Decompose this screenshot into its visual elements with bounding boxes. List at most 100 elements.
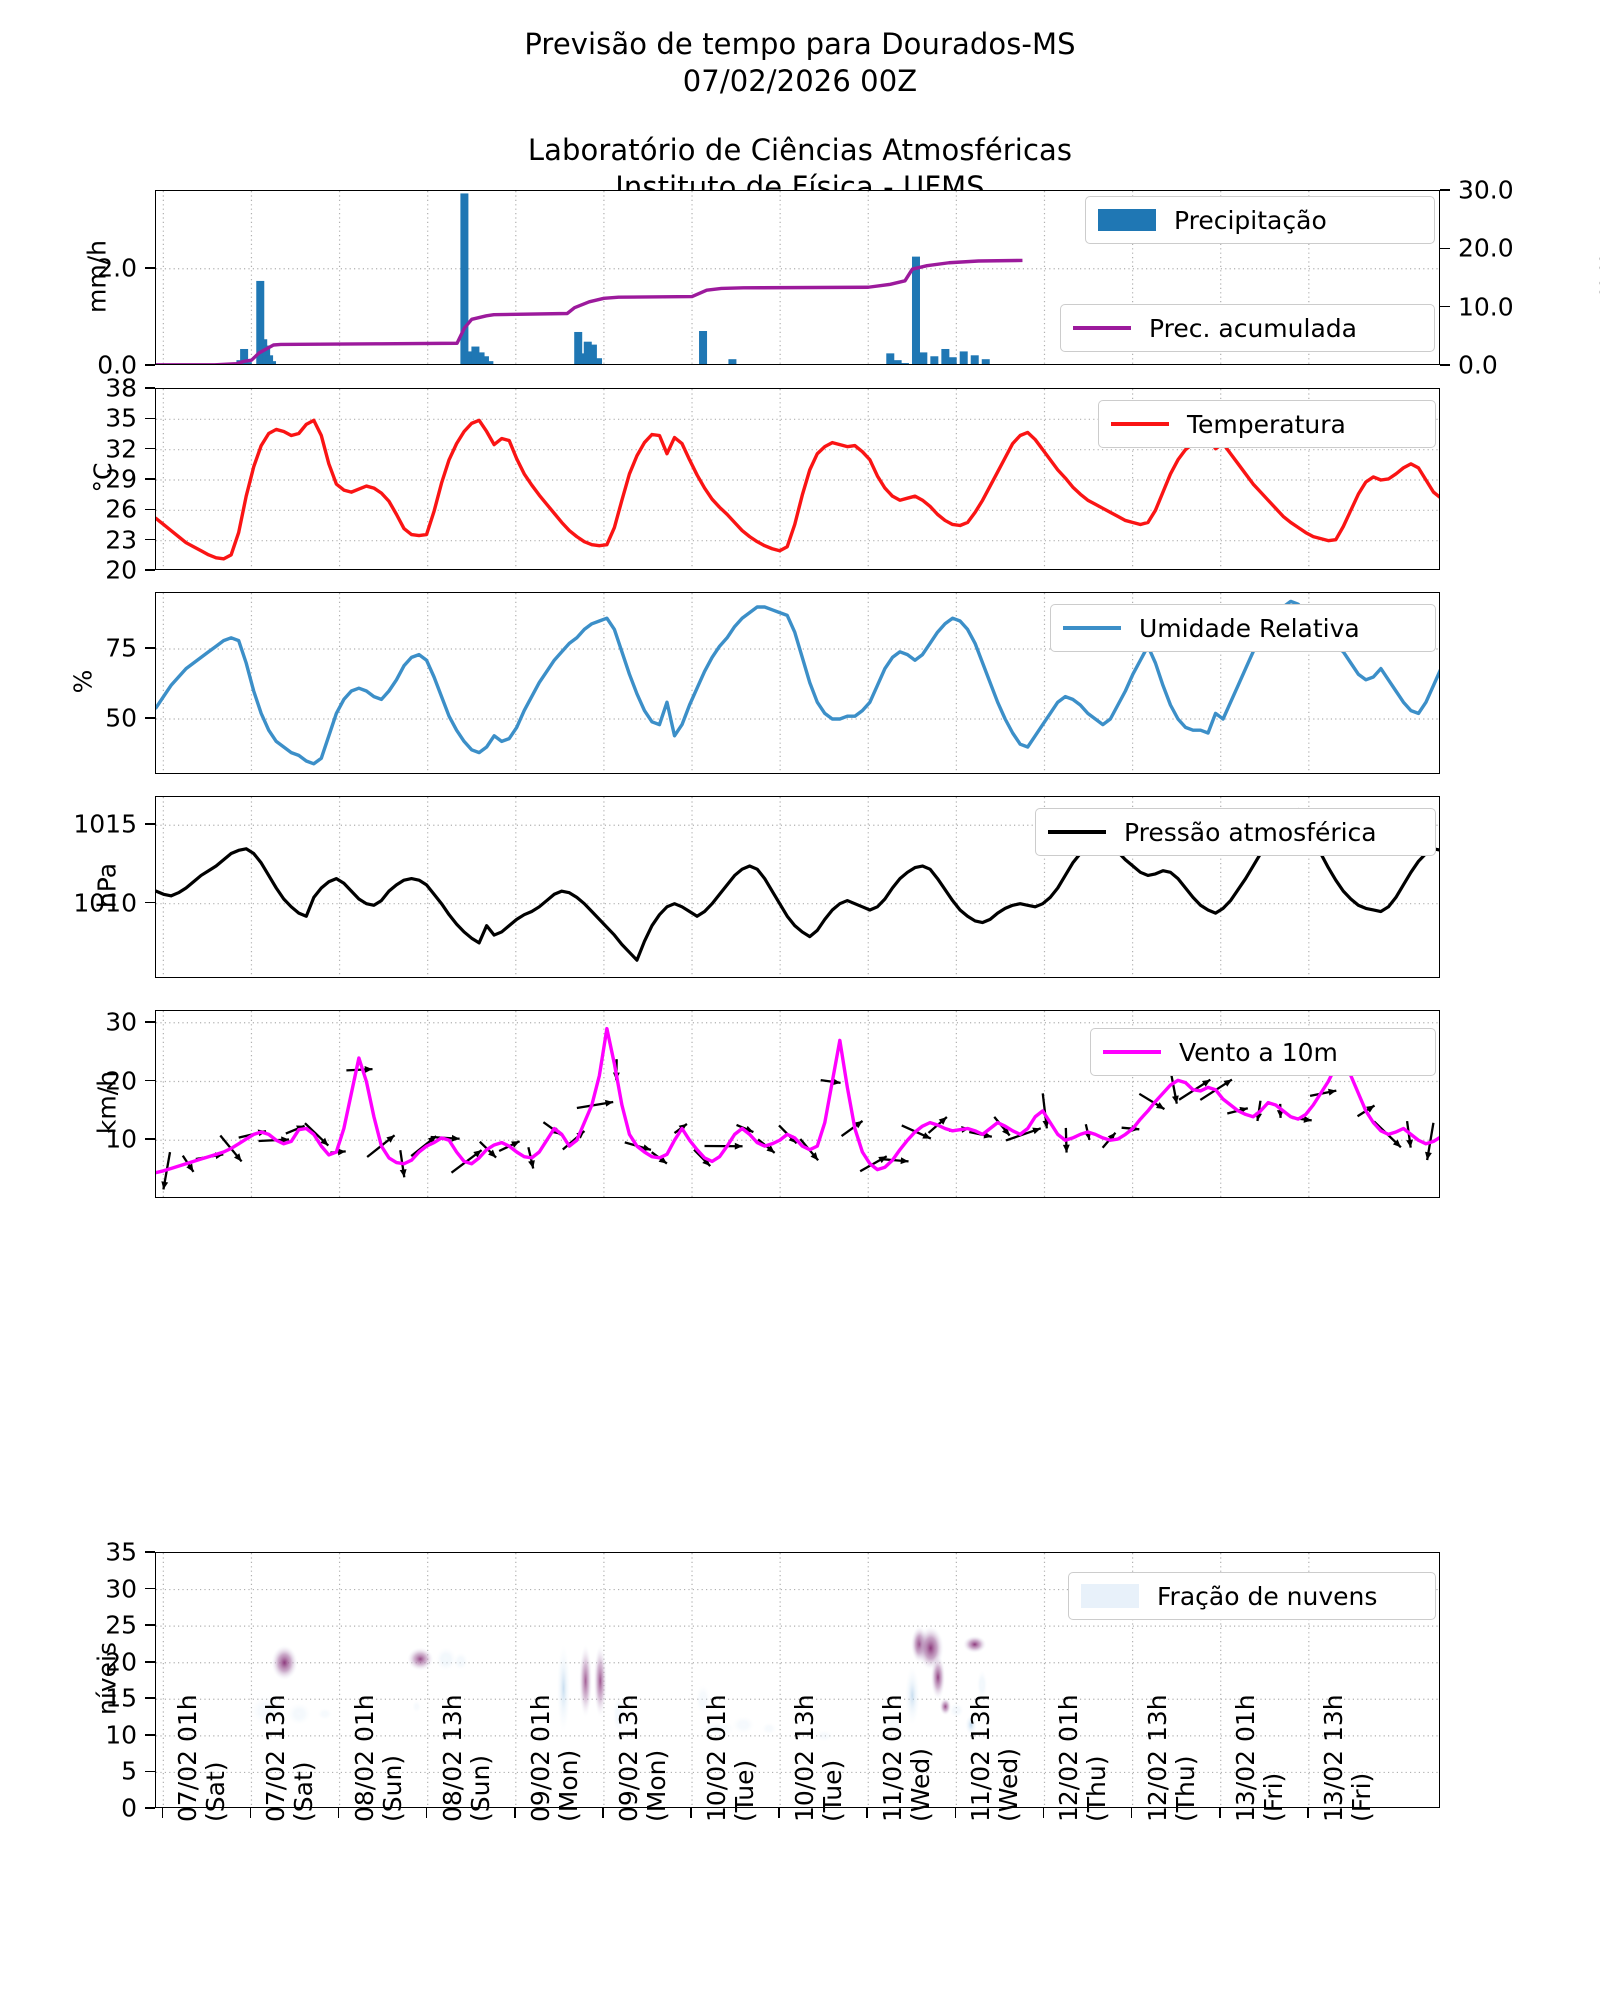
legend-temperature: Temperatura [1098, 400, 1436, 448]
x-tick-label: 07/02 13h (Sat) [261, 1694, 319, 1822]
y-tick-label: 75 [105, 633, 137, 663]
y-tick-mark [145, 1697, 155, 1700]
x-tick-label: 09/02 13h (Mon) [613, 1694, 671, 1822]
x-tick-label: 11/02 01h (Wed) [878, 1694, 936, 1822]
y-tick-mark-right [1440, 305, 1450, 308]
wind-plot [156, 1011, 1439, 1197]
y-tick-label: 26 [105, 494, 137, 524]
y-tick-mark-right [1440, 364, 1450, 366]
x-tick-label: 09/02 01h (Mon) [525, 1694, 583, 1822]
title-line-location: Previsão de tempo para Dourados-MS [524, 27, 1076, 61]
y-tick-label: 20 [105, 1647, 137, 1677]
legend-line-swatch [1111, 422, 1169, 426]
x-tick-mark [602, 1808, 604, 1818]
legend-precipitation: Precipitação [1085, 196, 1435, 244]
y-tick-mark [145, 387, 155, 389]
y-tick-label: 1015 [73, 809, 137, 839]
y-tick-mark [145, 1587, 155, 1590]
legend-precipitation: Prec. acumulada [1060, 304, 1435, 352]
y-tick-mark [145, 508, 155, 511]
y-axis-label: °C [88, 462, 118, 493]
y-tick-label: 20 [105, 1066, 137, 1095]
x-tick-mark [1218, 1808, 1221, 1818]
y-tick-label: 10 [105, 1124, 137, 1154]
y-tick-label: 15 [105, 1683, 137, 1713]
legend-relative_humidity: Umidade Relativa [1050, 604, 1436, 652]
y-tick-label-right: 30.0 [1458, 175, 1514, 205]
y-tick-label: 20 [105, 555, 137, 585]
y-axis-label: hPa [92, 862, 122, 909]
x-tick-mark [337, 1808, 340, 1818]
y-tick-label: 29 [105, 464, 137, 494]
x-tick-label: 12/02 01h (Thu) [1054, 1694, 1112, 1822]
y-tick-mark [145, 538, 155, 541]
y-axis-label: % [68, 669, 98, 694]
y-tick-label: 0.0 [97, 350, 137, 380]
y-tick-label: 25 [105, 1610, 137, 1640]
y-tick-label: 32 [105, 434, 137, 464]
x-tick-mark [1042, 1808, 1045, 1818]
x-tick-label: 07/02 01h (Sat) [173, 1694, 231, 1822]
y-tick-mark-right [1440, 247, 1450, 250]
legend-pressure: Pressão atmosférica [1035, 808, 1436, 856]
legend-wind_10m: Vento a 10m [1090, 1028, 1436, 1076]
y-tick-label: 23 [105, 525, 137, 555]
x-tick-mark [690, 1808, 692, 1818]
y-tick-mark-right [1440, 189, 1450, 191]
y-tick-label-right: 0.0 [1458, 350, 1498, 380]
y-tick-label: 10 [105, 1720, 137, 1750]
x-tick-mark [778, 1808, 780, 1818]
title-line-runtime: 07/02/2026 00Z [682, 64, 918, 98]
y-axis-label: níveis [92, 1642, 122, 1715]
x-tick-mark [425, 1808, 428, 1818]
y-tick-label: 38 [105, 373, 137, 403]
y-tick-mark [145, 478, 155, 480]
x-tick-mark [249, 1808, 252, 1818]
y-tick-label: 50 [105, 703, 137, 733]
y-tick-mark [145, 569, 155, 571]
y-tick-mark [145, 417, 155, 420]
y-tick-mark [145, 447, 155, 450]
y-tick-mark [145, 1020, 155, 1023]
legend-line-swatch [1103, 1050, 1161, 1054]
y-axis-label: mm/h [82, 239, 112, 313]
x-tick-label: 10/02 13h (Tue) [790, 1694, 848, 1822]
y-tick-mark [145, 647, 155, 649]
x-tick-mark [866, 1808, 869, 1818]
y-tick-mark [145, 1660, 155, 1663]
x-tick-label: 12/02 13h (Thu) [1142, 1694, 1200, 1822]
y-tick-mark [145, 1624, 155, 1626]
x-tick-mark [1307, 1808, 1309, 1818]
legend-label: Fração de nuvens [1157, 1581, 1378, 1611]
y-tick-mark [145, 1770, 155, 1773]
y-tick-mark [145, 1079, 155, 1082]
legend-line-swatch [1073, 326, 1131, 330]
legend-bar-swatch [1098, 209, 1156, 231]
y-tick-label-right: 10.0 [1458, 292, 1514, 322]
x-tick-label: 11/02 13h (Wed) [966, 1694, 1024, 1822]
legend-label: Vento a 10m [1179, 1037, 1338, 1067]
legend-cloud_fraction: Fração de nuvens [1068, 1572, 1436, 1620]
y-tick-label: 5 [121, 1756, 137, 1786]
y-axis-label-right: mm [1590, 251, 1600, 301]
legend-label: Precipitação [1174, 205, 1327, 235]
title-line-lab: Laboratório de Ciências Atmosféricas [527, 133, 1073, 167]
y-tick-mark [145, 823, 155, 826]
figure-title-block: Previsão de tempo para Dourados-MS 07/02… [0, 0, 1600, 206]
y-tick-mark [145, 1551, 155, 1553]
legend-label: Pressão atmosférica [1124, 817, 1377, 847]
cloud-fraction-plot [156, 1553, 1439, 1807]
legend-patch-swatch [1081, 1584, 1139, 1608]
y-tick-mark [145, 1734, 155, 1736]
x-tick-label: 13/02 13h (Fri) [1318, 1694, 1376, 1822]
y-tick-label: 30 [105, 1007, 137, 1037]
y-tick-label: 35 [105, 403, 137, 433]
y-tick-label: 2.0 [97, 253, 137, 283]
x-tick-label: 13/02 01h (Fri) [1230, 1694, 1288, 1822]
legend-label: Umidade Relativa [1139, 613, 1360, 643]
y-tick-label: 0 [121, 1793, 137, 1823]
x-tick-mark [514, 1808, 516, 1818]
humidity-plot [156, 593, 1439, 773]
x-tick-label: 08/02 13h (Sun) [437, 1694, 495, 1822]
x-tick-mark [954, 1808, 957, 1818]
